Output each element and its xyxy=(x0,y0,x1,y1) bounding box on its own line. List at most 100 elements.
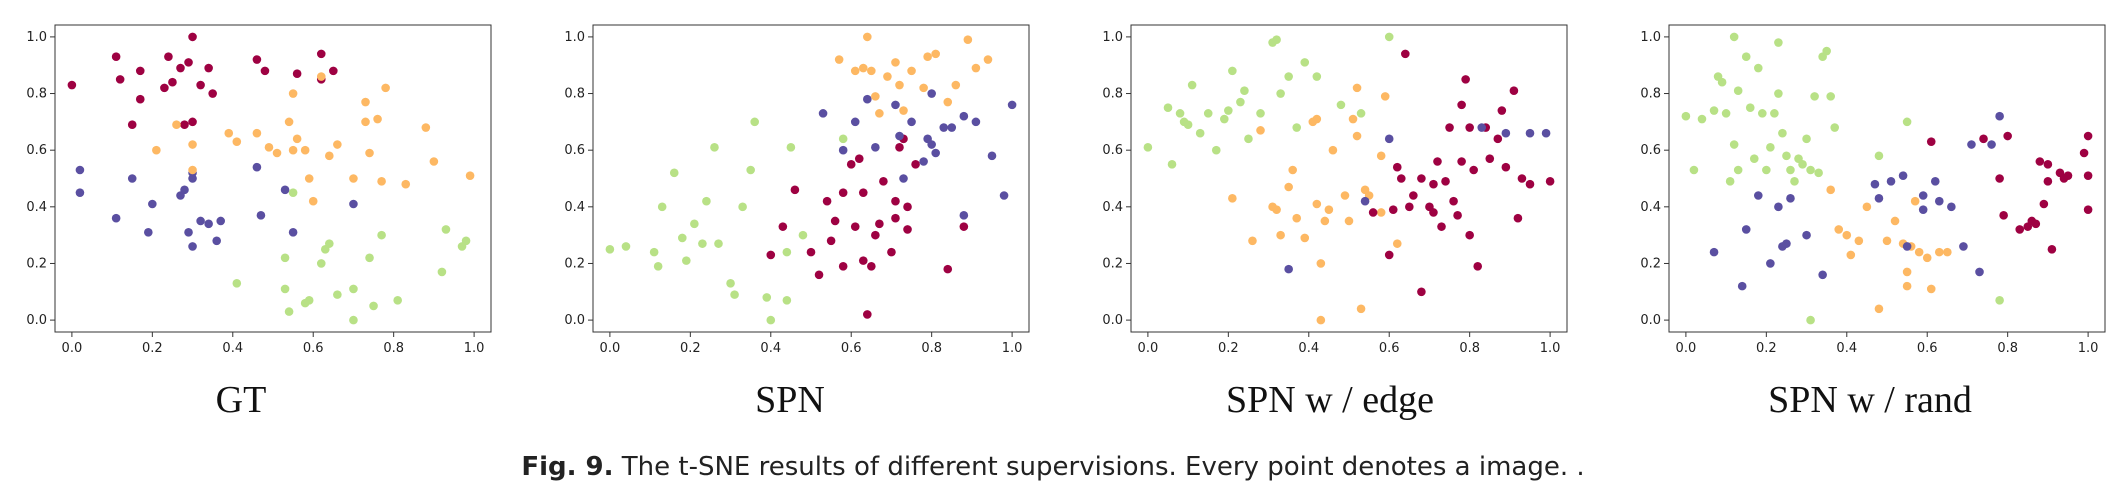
plot-frame xyxy=(54,24,492,333)
scatter-point xyxy=(1340,191,1350,200)
scatter-point xyxy=(971,117,981,127)
scatter-point xyxy=(1733,165,1743,175)
scatter-point xyxy=(1469,165,1478,175)
scatter-point xyxy=(1753,191,1763,200)
scatter-point xyxy=(1806,165,1815,175)
scatter-point xyxy=(987,151,997,161)
scatter-point xyxy=(196,216,205,226)
scatter-point xyxy=(216,216,226,226)
scatter-point xyxy=(381,83,390,93)
scatter-point xyxy=(1749,154,1759,163)
scatter-point xyxy=(871,92,880,101)
scatter-spn-edge: 0.0 0.2 0.4 0.6 0.8 1.0 0.0 0.2 0.4 0.6 0.8 1.0 xyxy=(1102,24,1568,356)
scatter-point xyxy=(1211,145,1221,155)
y-tick-label: 0.8 xyxy=(1640,87,1661,102)
scatter-point xyxy=(863,32,872,42)
scatter-point xyxy=(702,196,711,206)
scatter-point xyxy=(907,117,916,127)
scatter-point xyxy=(943,97,953,107)
scatter-point xyxy=(176,63,185,73)
scatter-point xyxy=(1187,80,1197,90)
scatter-point xyxy=(252,162,262,172)
x-tick-label: 0.8 xyxy=(1459,341,1480,356)
scatter-point xyxy=(959,211,969,220)
scatter-point xyxy=(288,145,298,155)
scatter-point xyxy=(1979,134,1988,144)
scatter-gt: 0.0 0.2 0.4 0.6 0.8 1.0 0.0 0.2 0.4 0.6 0.8 1.0 xyxy=(26,24,492,356)
scatter-point xyxy=(682,256,691,265)
scatter-point xyxy=(867,66,876,76)
scatter-point xyxy=(1926,137,1936,146)
scatter-point xyxy=(325,239,334,248)
chart-title-gt: GT xyxy=(215,379,267,421)
scatter-point xyxy=(1380,92,1390,101)
scatter-point xyxy=(943,264,953,274)
scatter-point xyxy=(1457,157,1466,166)
x-tick-label: 0.6 xyxy=(1917,341,1938,356)
scatter-point xyxy=(850,66,860,76)
scatter-point xyxy=(1445,123,1454,132)
x-tick-label: 0.4 xyxy=(1836,341,1857,356)
scatter-point xyxy=(850,117,860,127)
scatter-point xyxy=(1826,92,1835,101)
scatter-point xyxy=(1758,109,1767,118)
scatter-point xyxy=(1902,281,1912,291)
scatter-point xyxy=(1167,160,1177,169)
scatter-point xyxy=(1943,247,1952,257)
scatter-point xyxy=(931,49,940,59)
scatter-point xyxy=(766,250,776,260)
scatter-point xyxy=(1288,165,1297,175)
scatter-point xyxy=(152,145,161,155)
scatter-point xyxy=(1766,143,1775,152)
y-tick-label: 0.4 xyxy=(1102,200,1123,215)
scatter-point xyxy=(959,222,969,231)
scatter-point xyxy=(164,52,173,62)
scatter-point xyxy=(891,196,900,206)
scatter-point xyxy=(899,106,908,115)
scatter-point xyxy=(1766,259,1775,268)
scatter-point xyxy=(2047,245,2057,254)
chart-title-spn: SPN xyxy=(755,379,825,421)
chart-title-spn-edge: SPN w / edge xyxy=(1226,379,1434,421)
scatter-point xyxy=(1384,134,1394,144)
scatter-point xyxy=(846,160,856,169)
scatter-point xyxy=(879,177,888,186)
scatter-point xyxy=(1918,191,1928,200)
x-tick-label: 0.0 xyxy=(62,341,83,356)
scatter-point xyxy=(1870,179,1880,189)
scatter-point xyxy=(1453,211,1462,220)
scatter-point xyxy=(349,174,358,183)
scatter-point xyxy=(1457,100,1466,110)
scatter-point xyxy=(1810,92,1819,101)
scatter-point xyxy=(2039,199,2049,209)
scatter-point xyxy=(834,55,844,64)
scatter-point xyxy=(1886,177,1896,186)
scatter-point xyxy=(1741,225,1751,234)
scatter-point xyxy=(1437,222,1446,231)
scatter-point xyxy=(1175,109,1185,118)
scatter-point xyxy=(2063,171,2073,180)
x-tick-label: 1.0 xyxy=(2078,341,2099,356)
scatter-point xyxy=(1995,174,2004,183)
y-tick-label: 0.2 xyxy=(26,256,47,271)
scatter-point xyxy=(280,185,290,195)
scatter-point xyxy=(1774,38,1783,47)
scatter-point xyxy=(1312,114,1322,124)
scatter-point xyxy=(891,100,900,110)
scatter-point xyxy=(782,247,792,257)
scatter-point xyxy=(903,225,912,234)
scatter-point xyxy=(1284,72,1293,81)
scatter-point xyxy=(349,199,358,209)
scatter-point xyxy=(1376,208,1386,217)
scatter-point xyxy=(1774,89,1783,98)
scatter-point xyxy=(1762,165,1771,175)
scatter-point xyxy=(1782,239,1791,248)
scatter-point xyxy=(1360,196,1370,206)
scatter-point xyxy=(373,114,382,124)
scatter-point xyxy=(919,83,928,93)
scatter-point xyxy=(762,293,772,302)
scatter-point xyxy=(2031,219,2041,229)
scatter-point xyxy=(1826,185,1835,195)
scatter-point xyxy=(1689,165,1699,175)
scatter-point xyxy=(188,117,197,127)
